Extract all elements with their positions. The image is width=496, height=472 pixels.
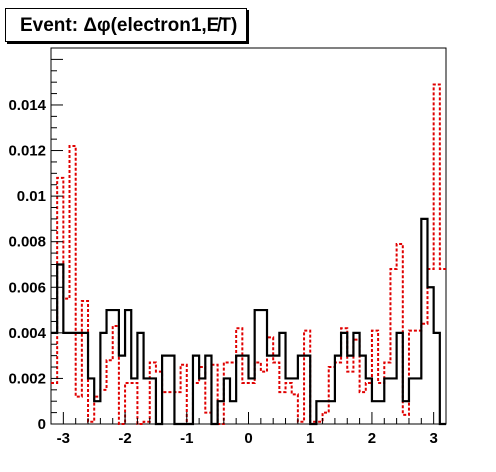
x-tick-label: -1: [180, 430, 193, 447]
histogram-series-red-dotted: [51, 83, 446, 425]
chart-title-box: Event: Δφ(electron1,E̸T): [5, 8, 247, 42]
y-tick-label: 0: [38, 416, 46, 433]
y-tick-label: 0.012: [8, 143, 46, 160]
series-layer: [51, 83, 446, 426]
x-tick-label: -2: [118, 430, 131, 447]
x-axis: -3 -2 -1 0 1 2 3: [50, 412, 447, 447]
y-tick-label: 0.01: [17, 188, 46, 205]
histogram-series-black-solid: [51, 217, 446, 426]
x-tick-label: -3: [57, 430, 70, 447]
x-tick-label: 1: [306, 430, 314, 447]
x-tick-label: 0: [244, 430, 252, 447]
x-tick-label: 3: [429, 430, 437, 447]
y-tick-label: 0.004: [8, 325, 46, 342]
chart-title: Event: Δφ(electron1,E̸T): [20, 15, 238, 36]
y-tick-label: 0.006: [8, 279, 46, 296]
y-tick-label: 0.008: [8, 234, 46, 251]
x-tick-label: 2: [368, 430, 376, 447]
y-tick-label: 0.014: [8, 97, 46, 114]
y-tick-label: 0.002: [8, 370, 46, 387]
y-axis: 0 0.002 0.004 0.006 0.008 0.01 0.012 0.014: [8, 47, 63, 433]
